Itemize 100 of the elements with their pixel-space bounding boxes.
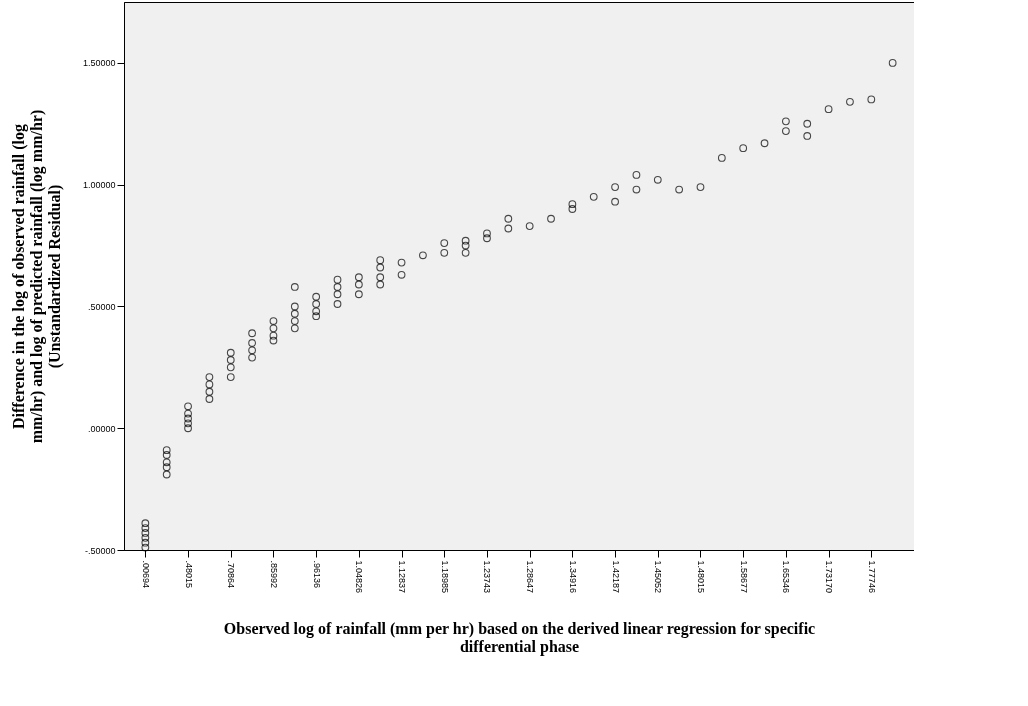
x-tick-label: .96136: [311, 560, 322, 589]
point: [397, 270, 406, 279]
point: [184, 419, 192, 428]
point: [760, 139, 769, 148]
point: [333, 283, 342, 291]
point: [248, 339, 257, 347]
point: [184, 414, 192, 423]
point: [354, 280, 363, 289]
point: [675, 185, 684, 194]
point: [162, 451, 171, 459]
point: [589, 192, 598, 201]
point: [803, 119, 812, 128]
x-tick-label: 1.77746: [866, 560, 877, 594]
point: [141, 533, 150, 542]
point: [568, 200, 577, 209]
point: [611, 197, 619, 206]
point: [205, 380, 214, 389]
point: [141, 519, 150, 528]
point: [632, 185, 641, 194]
point: [333, 290, 342, 299]
point: [781, 117, 790, 126]
x-tick-label: 1.34916: [567, 560, 578, 594]
point: [141, 524, 150, 532]
point: [888, 58, 897, 67]
point: [290, 317, 299, 325]
point: [226, 356, 235, 364]
point: [568, 205, 577, 213]
point: [312, 292, 321, 301]
x-tick-label: 1.65346: [781, 560, 792, 594]
x-tick-label: 1.28647: [525, 560, 536, 594]
y-tick-label: 1.50000: [82, 58, 116, 69]
point: [269, 331, 278, 340]
point: [653, 175, 662, 184]
point: [312, 312, 321, 321]
point: [803, 132, 812, 140]
point: [461, 248, 470, 257]
point: [504, 224, 513, 233]
y-tick-label: 1.00000: [82, 180, 116, 191]
point: [846, 97, 854, 106]
point: [483, 229, 491, 238]
point: [354, 290, 363, 299]
x-tick-label: .70864: [226, 560, 237, 589]
point: [162, 463, 171, 472]
x-axis-title: Observed log of rainfall (mm per hr) based on the derived linear regression for specific differential phase: [223, 620, 816, 657]
point: [141, 543, 150, 552]
point: [440, 248, 449, 257]
point: [269, 317, 278, 325]
point: [611, 183, 619, 191]
point: [205, 373, 214, 381]
point: [867, 95, 876, 104]
point: [440, 239, 449, 248]
y-tick-label: -.50000: [84, 545, 116, 556]
point: [205, 395, 214, 403]
x-tick-label: 1.58677: [738, 560, 749, 594]
point: [376, 263, 385, 272]
point: [184, 424, 192, 433]
point: [717, 153, 726, 162]
point: [824, 105, 833, 114]
y-tick-label: .00000: [87, 423, 116, 434]
x-tick-label: 1.12837: [397, 560, 408, 594]
point: [290, 309, 299, 318]
point: [226, 373, 235, 381]
point: [483, 234, 491, 243]
point: [184, 402, 192, 411]
point: [290, 283, 299, 291]
point: [290, 302, 299, 311]
point: [376, 273, 385, 282]
x-tick-label: 1.04826: [354, 560, 365, 594]
point: [141, 538, 150, 547]
point: [312, 300, 321, 308]
point: [248, 346, 257, 355]
x-tick-label: 1.23743: [482, 560, 493, 594]
point: [333, 300, 342, 308]
point: [162, 458, 171, 467]
point: [184, 409, 192, 418]
point: [269, 324, 278, 333]
point: [547, 214, 555, 223]
point: [354, 273, 363, 282]
y-tick-label: .50000: [87, 301, 116, 312]
x-tick-label: 1.18985: [439, 560, 450, 594]
point: [205, 387, 214, 396]
point: [333, 275, 342, 284]
point: [419, 251, 427, 260]
point: [226, 348, 235, 357]
x-tick-label: 1.42187: [610, 560, 621, 594]
point: [248, 329, 257, 338]
point: [162, 470, 171, 479]
x-tick-label: 1.73170: [824, 560, 835, 594]
x-tick-label: .00694: [140, 560, 151, 589]
point: [290, 324, 299, 333]
point: [312, 307, 321, 316]
point: [739, 144, 748, 153]
x-tick-label: 1.48015: [695, 560, 706, 594]
x-tick-label: .48015: [183, 560, 194, 589]
point: [461, 236, 470, 245]
point: [269, 336, 278, 345]
point: [632, 171, 641, 179]
point: [504, 214, 513, 223]
point: [781, 127, 790, 135]
x-tick-label: 1.45052: [653, 560, 664, 594]
